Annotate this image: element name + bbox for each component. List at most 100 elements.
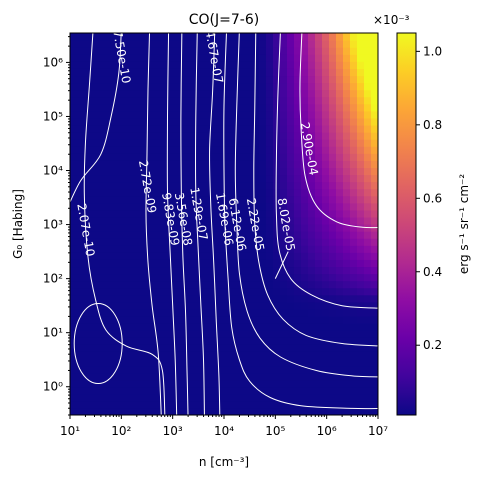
y-tick-label: 10⁰ — [43, 380, 63, 394]
heatmap-cell — [252, 96, 260, 105]
heatmap-cell — [98, 216, 106, 225]
heatmap-cell — [168, 351, 176, 359]
heatmap-cell — [245, 266, 253, 275]
heatmap-cell — [322, 266, 330, 275]
heatmap-cell — [119, 315, 127, 324]
heatmap-cell — [371, 132, 378, 140]
heatmap-cell — [154, 68, 162, 77]
heatmap-cell — [147, 231, 155, 239]
heatmap-cell — [301, 407, 309, 415]
heatmap-cell — [245, 315, 253, 324]
heatmap-cell — [77, 245, 85, 253]
heatmap-cell — [217, 160, 225, 168]
heatmap-cell — [294, 54, 302, 62]
heatmap-cell — [301, 54, 309, 62]
heatmap-cell — [350, 379, 358, 388]
colorbar — [396, 32, 417, 416]
heatmap-cell — [182, 195, 190, 204]
heatmap-cell — [308, 238, 316, 246]
heatmap-cell — [231, 400, 239, 409]
heatmap-cell — [154, 139, 162, 147]
heatmap-cell — [364, 61, 372, 69]
heatmap-cell — [133, 372, 141, 381]
heatmap-cell — [350, 40, 358, 48]
heatmap-cell — [224, 294, 232, 303]
heatmap-cell — [203, 337, 211, 345]
heatmap-cell — [266, 315, 274, 324]
heatmap-cell — [266, 323, 274, 331]
contour-line — [253, 33, 378, 347]
heatmap-cell — [189, 146, 197, 154]
heatmap-cell — [308, 308, 316, 317]
heatmap-cell — [336, 330, 344, 338]
heatmap-cell — [196, 96, 204, 105]
heatmap-cell — [294, 301, 302, 310]
heatmap-cell — [77, 301, 85, 310]
heatmap-cell — [161, 231, 169, 239]
heatmap-cell — [350, 61, 358, 69]
heatmap-cell — [140, 209, 148, 218]
heatmap-cell — [175, 280, 183, 289]
heatmap-cell — [231, 252, 239, 260]
heatmap-cell — [112, 195, 120, 204]
heatmap-cell — [70, 188, 78, 197]
heatmap-cell — [224, 407, 232, 415]
heatmap-cell — [371, 308, 378, 317]
heatmap-cell — [287, 344, 295, 352]
heatmap-cell — [168, 68, 176, 77]
heatmap-cell — [126, 315, 134, 324]
heatmap-cell — [238, 209, 246, 218]
heatmap-cell — [350, 181, 358, 190]
heatmap-cell — [343, 238, 351, 246]
heatmap-cell — [343, 372, 351, 381]
heatmap-cell — [161, 174, 169, 183]
contour-line — [194, 33, 205, 415]
heatmap-cell — [336, 252, 344, 260]
heatmap-cell — [364, 301, 372, 310]
heatmap-cell — [98, 372, 106, 381]
heatmap-cell — [119, 132, 127, 140]
heatmap-cell — [77, 96, 85, 105]
heatmap-cell — [168, 75, 176, 84]
heatmap-cell — [371, 379, 378, 388]
heatmap-cell — [329, 330, 337, 338]
heatmap-cell — [147, 365, 155, 374]
heatmap-cell — [112, 252, 120, 260]
heatmap-cell — [189, 386, 197, 395]
axes-layer: 10¹ 10² 10³ 10⁴ 10⁵ 10⁶ 10⁷10⁰10¹10²10³10⁴10⁵1… — [43, 36, 388, 438]
heatmap-cell — [364, 259, 372, 268]
heatmap-cell — [140, 407, 148, 415]
heatmap-cell — [231, 103, 239, 112]
heatmap-cell — [126, 379, 134, 388]
heatmap-cell — [266, 209, 274, 218]
heatmap-cell — [196, 294, 204, 303]
heatmap-cell — [224, 209, 232, 218]
heatmap-cell — [294, 195, 302, 204]
heatmap-cell — [196, 365, 204, 374]
heatmap-cell — [210, 124, 218, 133]
heatmap-cell — [112, 139, 120, 147]
heatmap-cell — [364, 216, 372, 225]
heatmap-cell — [119, 266, 127, 275]
heatmap-cell — [336, 323, 344, 331]
heatmap-cell — [245, 195, 253, 204]
heatmap-cell — [77, 351, 85, 359]
heatmap-cell — [84, 323, 92, 331]
heatmap-cell — [245, 344, 253, 352]
heatmap-cell — [259, 252, 267, 260]
heatmap-cell — [252, 400, 260, 409]
heatmap-cell — [371, 386, 378, 395]
heatmap-cell — [203, 167, 211, 176]
heatmap-cell — [224, 393, 232, 402]
heatmap-cell — [119, 337, 127, 345]
heatmap-cell — [77, 216, 85, 225]
heatmap-cell — [84, 231, 92, 239]
heatmap-cell — [336, 259, 344, 268]
heatmap-cell — [245, 153, 253, 161]
heatmap-cell — [98, 146, 106, 154]
heatmap-cell — [105, 103, 113, 112]
heatmap-cell — [350, 167, 358, 176]
heatmap-cell — [210, 330, 218, 338]
heatmap-cell — [182, 294, 190, 303]
heatmap-cell — [280, 379, 288, 388]
